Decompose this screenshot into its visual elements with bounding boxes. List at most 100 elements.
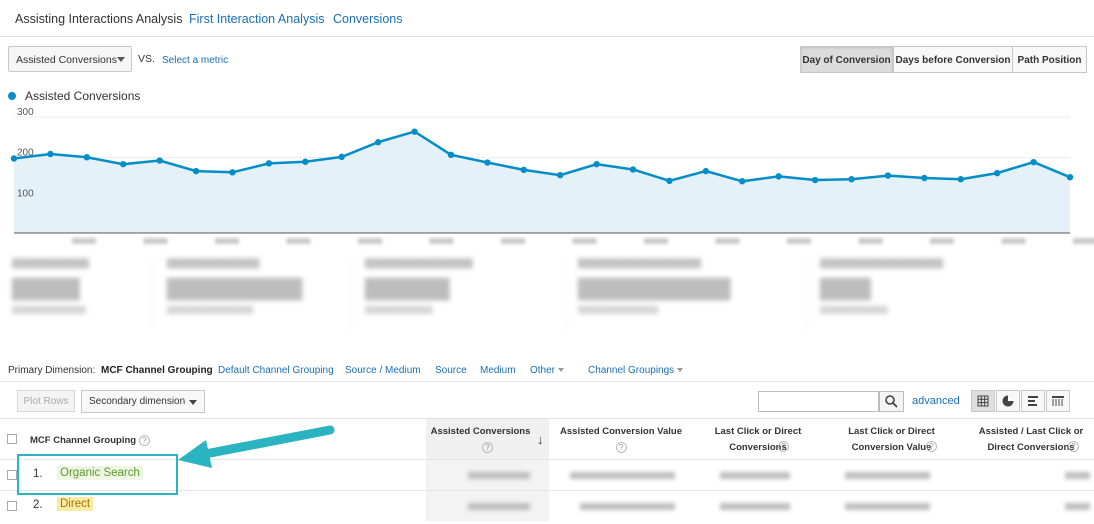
table-row[interactable]: 1. Organic Search	[0, 459, 1094, 490]
data-point	[1066, 173, 1074, 181]
assisted-conversions-chart: 100 200 300	[10, 107, 1094, 244]
table-search-input[interactable]	[758, 391, 879, 412]
col-assisted-conversion-value[interactable]: Assisted Conversion Value?	[556, 424, 686, 456]
col-last-click-conversions-label: Last Click or Direct Conversions	[714, 426, 802, 453]
data-point	[10, 155, 18, 162]
data-point	[447, 151, 455, 159]
x-tick-label-blurred	[72, 238, 96, 244]
table-view-button[interactable]	[971, 390, 995, 412]
secondary-dimension-label: Secondary dimension	[89, 396, 186, 407]
help-icon: ?	[615, 441, 627, 453]
col-assisted-last-click-ratio-label: Assisted / Last Click or Direct Conversi…	[978, 426, 1084, 453]
search-button[interactable]	[879, 391, 904, 412]
x-tick-label-blurred	[1001, 238, 1026, 244]
pie-view-button[interactable]	[996, 390, 1020, 412]
data-point	[629, 166, 637, 173]
tab-first-interaction[interactable]: First Interaction Analysis	[189, 12, 325, 26]
days-before-conversion-button[interactable]: Days before Conversion	[893, 46, 1013, 73]
day-of-conversion-button[interactable]: Day of Conversion	[800, 46, 893, 73]
dimension-source-medium[interactable]: Source / Medium	[345, 365, 421, 376]
channel-groupings-dropdown[interactable]: Channel Groupings	[588, 365, 684, 376]
blurred-value	[845, 503, 930, 510]
path-position-button[interactable]: Path Position	[1012, 46, 1087, 73]
row-checkbox[interactable]	[7, 501, 17, 511]
y-tick-label: 200	[17, 148, 34, 159]
annotation-highlight-box	[17, 454, 178, 495]
dimension-medium[interactable]: Medium	[480, 365, 516, 376]
x-tick-label-blurred	[572, 238, 597, 244]
col-assisted-last-click-ratio[interactable]: Assisted / Last Click or Direct Conversi…	[968, 424, 1094, 456]
x-tick-label-blurred	[644, 238, 668, 244]
col-last-click-conversion-value[interactable]: Last Click or Direct Conversion Value	[834, 424, 949, 456]
table-row[interactable]: 2. Direct	[0, 490, 1094, 521]
performance-view-button[interactable]	[1021, 390, 1045, 412]
data-point	[192, 167, 200, 175]
select-all-checkbox[interactable]	[7, 434, 17, 444]
data-point	[848, 176, 855, 183]
blurred-value	[720, 472, 790, 479]
blurred-value	[1065, 503, 1090, 510]
blurred-value-cell	[426, 491, 549, 521]
advanced-filter-link[interactable]: advanced	[912, 395, 960, 407]
summary-scorecards: ▇▇▇▇▇▇▇▇▇▇ ▇▇▇▇ ▇▇▇▇▇▇▇▇▇▇▇▇ ▇▇▇▇▇▇▇▇▇▇▇▇ ▇…	[0, 258, 1094, 338]
pie-chart-icon	[1002, 395, 1014, 407]
x-tick-label-blurred	[286, 238, 311, 244]
x-tick-label-blurred	[143, 238, 168, 244]
data-point	[739, 178, 746, 185]
annotation-arrow-icon	[178, 425, 335, 468]
blurred-value-cell	[426, 460, 549, 490]
tab-assisting-interactions[interactable]: Assisting Interactions Analysis	[15, 12, 183, 26]
x-tick-label-blurred	[429, 238, 454, 244]
help-icon: ?	[138, 434, 150, 446]
select-metric-link[interactable]: Select a metric	[162, 55, 229, 66]
data-point	[957, 176, 964, 183]
plot-rows-button[interactable]: Plot Rows	[17, 390, 75, 412]
metric-dropdown[interactable]: Assisted Conversions	[8, 46, 132, 72]
col-assisted-conversions[interactable]: Assisted Conversions?	[426, 419, 549, 461]
channel-groupings-label: Channel Groupings	[588, 365, 675, 376]
blurred-value	[845, 472, 930, 479]
data-point	[265, 160, 273, 167]
data-point	[884, 172, 892, 179]
channel-link[interactable]: Organic Search	[57, 466, 143, 480]
x-tick-label-blurred	[715, 238, 740, 244]
data-point	[47, 150, 54, 158]
channel-link[interactable]: Direct	[57, 497, 94, 511]
pivot-view-button[interactable]	[1046, 390, 1070, 412]
dimension-source[interactable]: Source	[435, 365, 467, 376]
data-point	[775, 173, 782, 180]
row-number: 1.	[33, 468, 43, 480]
dimension-other-dropdown[interactable]: Other	[530, 365, 565, 376]
x-tick-label-blurred	[215, 238, 239, 244]
blurred-value	[720, 503, 790, 510]
data-point	[302, 158, 309, 165]
x-tick-label-blurred	[501, 238, 525, 244]
vs-label: VS.	[138, 53, 155, 65]
chart-area-fill	[14, 131, 1070, 233]
tab-conversions[interactable]: Conversions	[333, 12, 403, 26]
data-point	[921, 174, 928, 182]
table-header: MCF Channel Grouping ? Assisted Conversi…	[0, 418, 1094, 461]
secondary-dimension-dropdown[interactable]: Secondary dimension	[81, 390, 205, 413]
row-checkbox[interactable]	[7, 470, 17, 480]
data-point	[120, 160, 127, 168]
data-point	[338, 153, 345, 161]
x-tick-label-blurred	[1073, 238, 1094, 244]
data-point	[411, 128, 418, 135]
col-last-click-conversions[interactable]: Last Click or Direct Conversions	[698, 424, 818, 456]
chevron-down-icon	[117, 57, 125, 62]
data-point	[666, 177, 673, 185]
data-point	[811, 176, 819, 184]
grid-icon	[977, 395, 989, 407]
col-mcf-channel-grouping[interactable]: MCF Channel Grouping ?	[30, 433, 150, 449]
series-legend-dot	[8, 92, 16, 100]
dimension-other-label: Other	[530, 365, 556, 376]
dimension-default-channel-grouping[interactable]: Default Channel Grouping	[218, 365, 334, 376]
sort-descending-icon[interactable]: ↓	[537, 432, 544, 447]
x-tick-label-blurred	[930, 238, 954, 244]
report-tabs: Assisting Interactions Analysis First In…	[0, 0, 1094, 37]
blurred-value	[570, 472, 675, 479]
pivot-icon	[1052, 396, 1064, 406]
dimension-mcf-channel-grouping[interactable]: MCF Channel Grouping	[101, 365, 213, 376]
chevron-down-icon	[189, 400, 197, 405]
